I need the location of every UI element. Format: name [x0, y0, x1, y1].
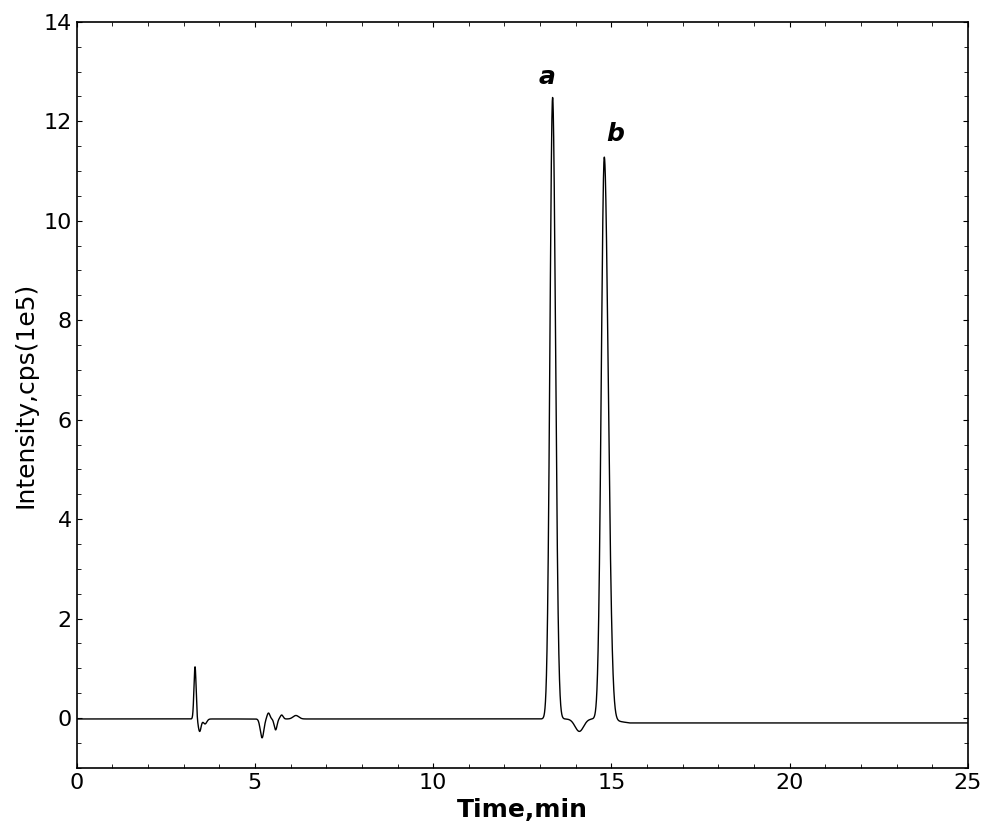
- Y-axis label: Intensity,cps(1e5): Intensity,cps(1e5): [14, 282, 38, 508]
- Text: b: b: [606, 122, 623, 146]
- Text: a: a: [539, 65, 556, 89]
- X-axis label: Time,min: Time,min: [457, 798, 588, 822]
